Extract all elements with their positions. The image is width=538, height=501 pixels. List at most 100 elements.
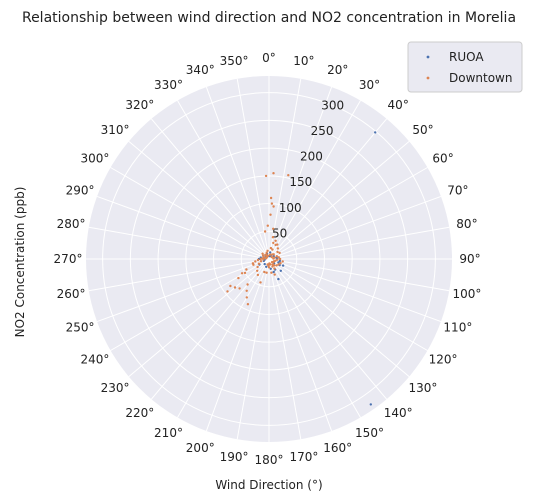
data-point bbox=[269, 213, 272, 216]
angular-gridline bbox=[268, 86, 333, 260]
theta-tick-label: 240° bbox=[80, 353, 109, 367]
angular-gridline bbox=[268, 258, 428, 351]
theta-tick-label: 70° bbox=[447, 183, 468, 197]
theta-tick-label: 220° bbox=[125, 406, 154, 420]
angular-gridline bbox=[88, 258, 270, 292]
theta-tick-label: 210° bbox=[154, 426, 183, 440]
angular-gridline bbox=[268, 140, 410, 260]
theta-tick-label: 90° bbox=[459, 252, 480, 266]
x-axis-label: Wind Direction (°) bbox=[215, 478, 322, 492]
angular-gridline bbox=[150, 258, 270, 400]
data-point bbox=[277, 277, 280, 281]
data-point bbox=[268, 253, 272, 256]
theta-tick-label: 120° bbox=[429, 353, 458, 367]
data-point bbox=[237, 276, 240, 280]
r-tick-label: 300 bbox=[321, 98, 344, 112]
angular-gridline bbox=[268, 167, 428, 260]
legend-label: Downtown bbox=[449, 71, 512, 85]
angular-gridline bbox=[96, 258, 270, 323]
data-point bbox=[279, 262, 282, 265]
data-point bbox=[263, 230, 267, 233]
data-point bbox=[273, 267, 276, 270]
data-point bbox=[262, 254, 265, 257]
data-point bbox=[265, 265, 268, 268]
r-tick-label: 250 bbox=[311, 124, 334, 138]
data-point bbox=[271, 265, 274, 268]
data-point bbox=[273, 273, 276, 276]
data-point bbox=[270, 271, 273, 274]
data-point bbox=[251, 262, 255, 265]
data-point bbox=[277, 263, 280, 266]
r-tick-label: 100 bbox=[279, 201, 302, 215]
angular-gridline bbox=[205, 86, 270, 260]
theta-tick-label: 300° bbox=[80, 152, 109, 166]
data-point bbox=[272, 172, 275, 175]
data-point bbox=[271, 253, 274, 256]
angular-gridline bbox=[268, 226, 450, 260]
theta-tick-label: 270° bbox=[54, 252, 83, 266]
theta-tick-label: 330° bbox=[154, 78, 183, 92]
theta-tick-label: 170° bbox=[289, 450, 318, 464]
data-point bbox=[256, 273, 260, 277]
data-point bbox=[256, 269, 259, 272]
data-point bbox=[226, 290, 229, 293]
data-point bbox=[262, 258, 265, 261]
data-point bbox=[268, 262, 271, 265]
angular-gridline bbox=[268, 195, 442, 260]
data-point bbox=[271, 236, 275, 239]
data-point bbox=[276, 258, 279, 261]
theta-tick-label: 0° bbox=[262, 51, 276, 65]
theta-tick-label: 40° bbox=[388, 98, 409, 112]
angular-gridline bbox=[268, 258, 450, 292]
data-point bbox=[278, 251, 281, 255]
data-point bbox=[245, 289, 248, 292]
data-point bbox=[275, 255, 278, 258]
data-point bbox=[276, 243, 279, 246]
data-point bbox=[256, 265, 259, 269]
angular-gridline bbox=[177, 100, 270, 260]
data-point bbox=[270, 255, 273, 259]
data-point bbox=[287, 174, 290, 177]
data-point bbox=[266, 263, 269, 266]
data-point bbox=[271, 263, 274, 266]
data-point bbox=[265, 271, 268, 274]
theta-tick-label: 50° bbox=[412, 123, 433, 137]
data-point bbox=[256, 258, 260, 262]
data-point bbox=[257, 262, 261, 265]
angular-gridline bbox=[205, 258, 270, 432]
angular-gridline bbox=[88, 226, 270, 260]
chart-title: Relationship between wind direction and … bbox=[22, 10, 516, 26]
angular-gridline bbox=[268, 258, 333, 432]
theta-tick-label: 30° bbox=[359, 78, 380, 92]
data-point bbox=[276, 250, 279, 254]
data-point bbox=[243, 271, 247, 275]
data-point bbox=[272, 241, 275, 245]
theta-tick-label: 190° bbox=[220, 450, 249, 464]
theta-tick-label: 140° bbox=[384, 406, 413, 420]
angular-gridline bbox=[128, 140, 270, 260]
data-point bbox=[374, 131, 377, 134]
angular-gridline bbox=[150, 118, 270, 260]
legend-marker bbox=[426, 76, 430, 80]
data-point bbox=[266, 254, 270, 257]
data-point bbox=[271, 248, 274, 251]
data-point bbox=[278, 259, 282, 263]
angular-gridline bbox=[268, 118, 388, 260]
angular-gridline bbox=[268, 258, 388, 400]
legend-marker bbox=[426, 55, 430, 59]
theta-tick-label: 340° bbox=[186, 63, 215, 77]
angular-gridline bbox=[96, 195, 270, 260]
legend: RUOA Downtown bbox=[407, 41, 523, 93]
angular-gridline bbox=[268, 258, 410, 378]
data-point bbox=[263, 270, 266, 274]
data-point bbox=[269, 251, 272, 254]
data-point bbox=[272, 260, 276, 263]
theta-tick-label: 130° bbox=[409, 381, 438, 395]
data-point bbox=[265, 251, 268, 254]
theta-tick-label: 100° bbox=[452, 287, 481, 301]
data-point bbox=[272, 205, 275, 208]
theta-tick-label: 280° bbox=[57, 217, 86, 231]
theta-tick-label: 20° bbox=[327, 63, 348, 77]
data-point bbox=[276, 247, 280, 250]
data-point bbox=[266, 249, 269, 252]
